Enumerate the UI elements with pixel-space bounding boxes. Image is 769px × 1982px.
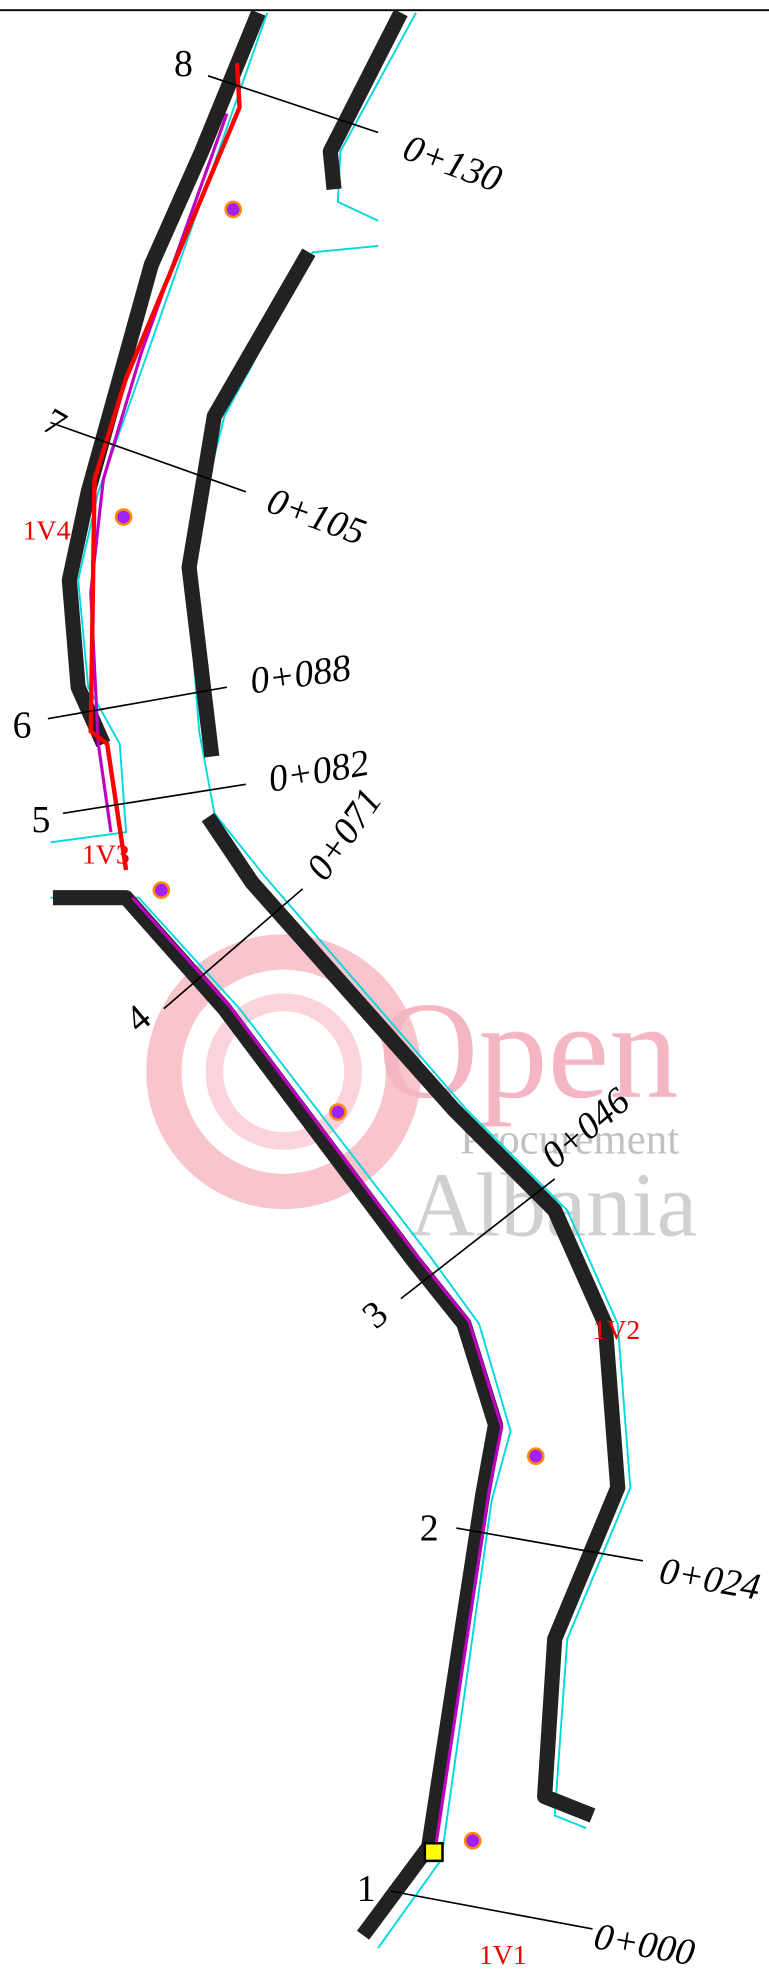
road-plan: Open Procurement Albania 10+00020+02430+…	[0, 0, 769, 1977]
section-line	[63, 784, 246, 813]
section-number: 8	[174, 43, 193, 85]
section-number: 3	[354, 1293, 395, 1337]
chainage: 0+105	[262, 480, 371, 554]
section-number: 7	[36, 400, 73, 446]
manhole-label: 1V4	[23, 515, 71, 546]
chainage: 0+088	[248, 647, 354, 703]
page: {"sections": [ {"number": "1", "chainage…	[0, 0, 769, 1977]
manhole-pin	[330, 1104, 345, 1119]
section-number: 2	[420, 1508, 439, 1550]
start-marker	[425, 1843, 443, 1861]
manhole-label: 1V3	[82, 839, 130, 870]
manhole-label: 1V2	[593, 1314, 641, 1345]
chainage: 0+071	[298, 781, 390, 888]
manhole-pin	[116, 509, 131, 524]
manhole-label: 1V1	[479, 1939, 527, 1970]
manhole-pin	[528, 1449, 543, 1464]
road-edge	[187, 13, 631, 1828]
manhole-pin	[226, 202, 241, 217]
section-line	[391, 1891, 593, 1929]
section-number: 1	[357, 1868, 376, 1910]
chainage: 0+000	[591, 1915, 698, 1974]
manhole-pin	[154, 883, 169, 898]
watermark-text: Open	[378, 973, 678, 1127]
section-number: 5	[32, 799, 51, 841]
section-number: 6	[13, 705, 32, 747]
chainage: 0+024	[656, 1550, 763, 1609]
chainage: 0+130	[398, 127, 507, 201]
manhole-pin	[465, 1833, 480, 1848]
